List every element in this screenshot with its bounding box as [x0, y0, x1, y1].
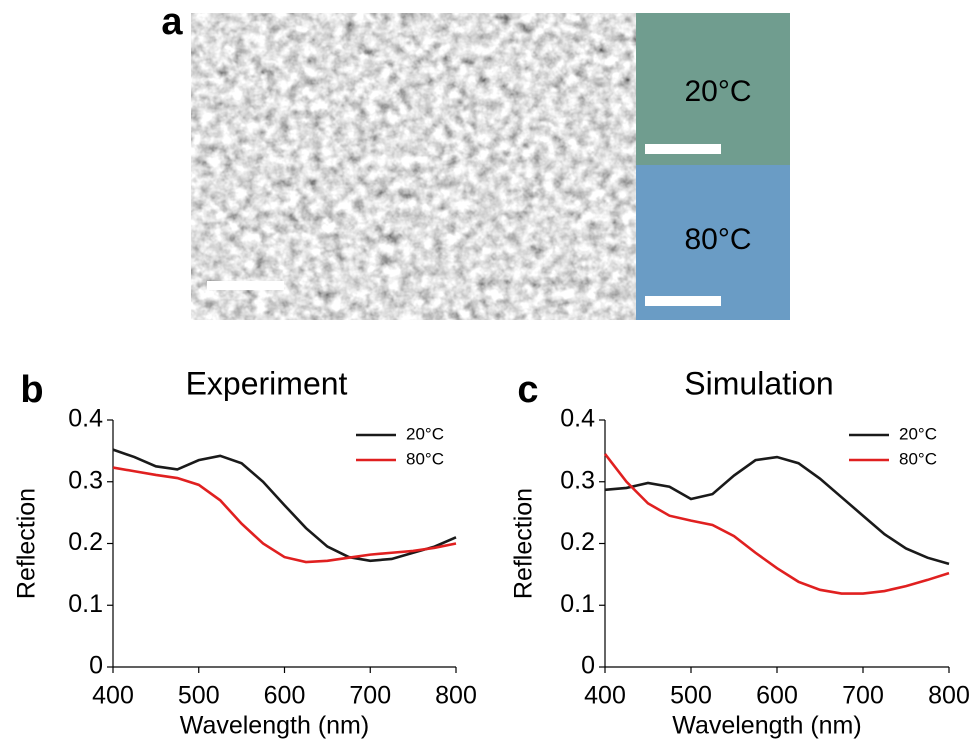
- y-tick-label: 0.2: [560, 528, 595, 556]
- x-axis-label: Wavelength (nm): [672, 712, 861, 740]
- y-axis-label: Reflection: [13, 488, 41, 599]
- y-tick-label: 0: [89, 652, 103, 680]
- swatch-label: 80°C: [684, 223, 751, 256]
- x-tick-label: 700: [842, 682, 884, 710]
- panel-label: c: [517, 369, 538, 411]
- legend-label: 80°C: [406, 449, 444, 468]
- x-tick-label: 500: [178, 682, 220, 710]
- x-tick-label: 600: [756, 682, 798, 710]
- legend-label: 20°C: [406, 424, 444, 443]
- x-tick-label: 500: [670, 682, 712, 710]
- panel-label: b: [20, 369, 43, 411]
- sem-image: [191, 13, 636, 320]
- y-tick-label: 0.3: [68, 466, 103, 494]
- x-tick-label: 800: [435, 682, 477, 710]
- series-line: [112, 448, 457, 563]
- y-tick-label: 0.4: [560, 405, 595, 433]
- chart-title: Simulation: [684, 365, 833, 401]
- x-tick-label: 800: [928, 682, 970, 710]
- y-axis-label: Reflection: [510, 488, 538, 599]
- panel-label: a: [161, 1, 183, 43]
- series-line: [604, 455, 950, 566]
- color-swatch-top: [636, 13, 790, 165]
- color-swatch-bottom: [636, 165, 790, 320]
- x-axis-label: Wavelength (nm): [180, 712, 369, 740]
- scale-bar: [645, 144, 721, 154]
- y-tick-label: 0.1: [560, 590, 595, 618]
- series-line: [603, 453, 950, 595]
- y-tick-label: 0: [581, 652, 595, 680]
- x-tick-label: 600: [264, 682, 306, 710]
- legend-label: 20°C: [899, 424, 937, 443]
- y-tick-label: 0.2: [68, 528, 103, 556]
- y-tick-label: 0.3: [560, 466, 595, 494]
- x-tick-label: 400: [584, 682, 626, 710]
- x-tick-label: 700: [349, 682, 391, 710]
- scale-bar: [645, 296, 721, 306]
- y-tick-label: 0.1: [68, 590, 103, 618]
- scale-bar: [207, 281, 284, 290]
- panel-a: 20°C 80°C a: [161, 1, 790, 320]
- chart-title: Experiment: [186, 365, 348, 401]
- y-tick-label: 0.4: [68, 405, 103, 433]
- x-tick-label: 400: [92, 682, 134, 710]
- legend-label: 80°C: [899, 449, 937, 468]
- series-line: [112, 466, 457, 564]
- swatch-label: 20°C: [684, 75, 751, 108]
